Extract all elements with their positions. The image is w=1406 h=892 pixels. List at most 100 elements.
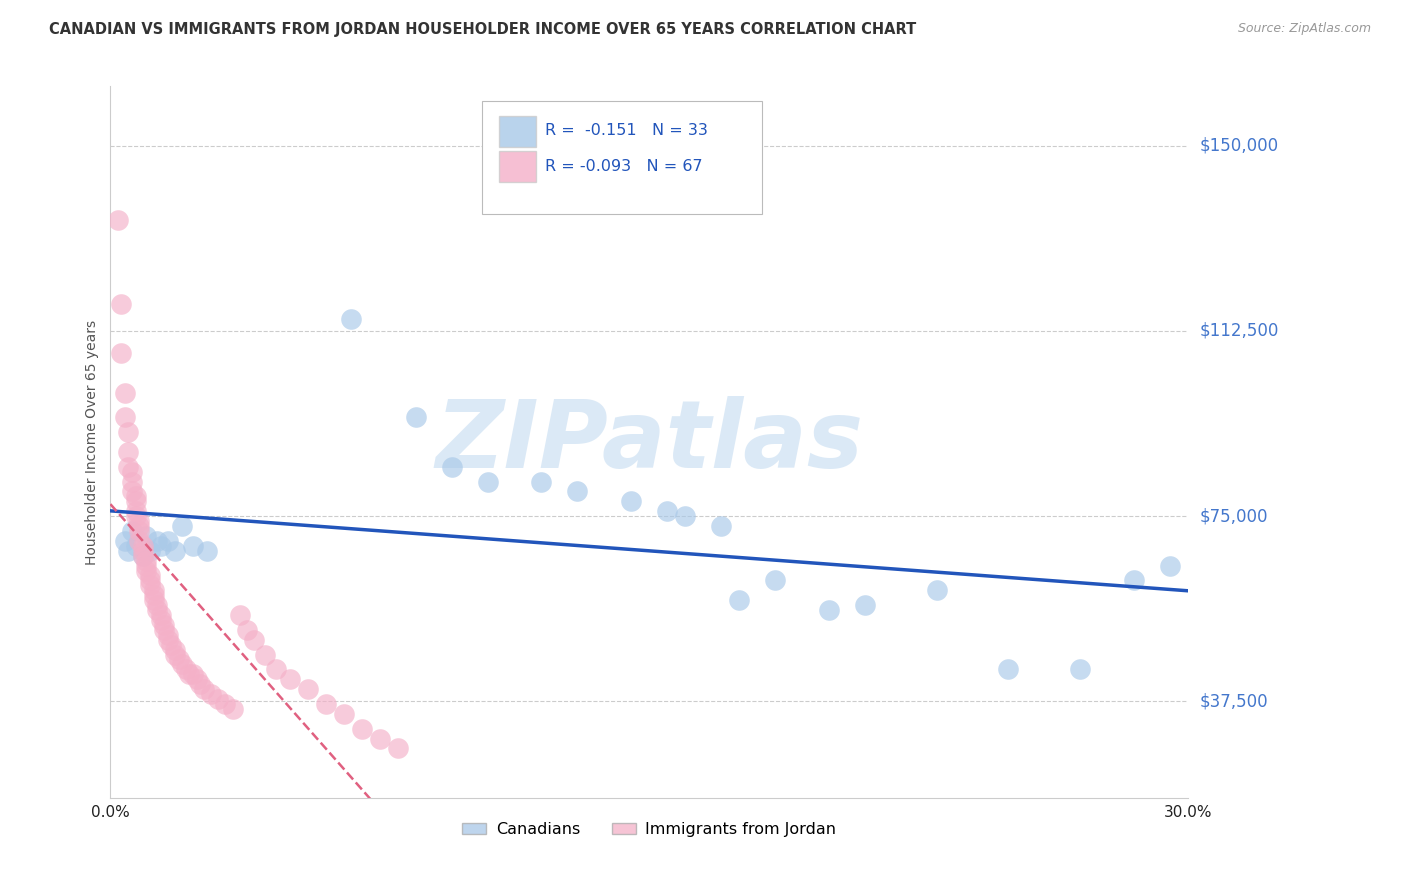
Point <box>207 692 229 706</box>
Point <box>117 459 139 474</box>
Point <box>1159 558 1181 573</box>
Point <box>114 533 136 548</box>
Point <box>197 543 219 558</box>
Point <box>128 533 150 548</box>
Point <box>124 539 146 553</box>
Point <box>146 603 169 617</box>
Point <box>114 410 136 425</box>
Point <box>146 533 169 548</box>
Point <box>172 519 194 533</box>
Point <box>132 543 155 558</box>
Text: $150,000: $150,000 <box>1199 136 1278 154</box>
Point <box>153 623 176 637</box>
Point <box>264 662 287 676</box>
Point <box>110 297 132 311</box>
Point <box>193 682 215 697</box>
Text: $37,500: $37,500 <box>1199 692 1268 710</box>
Legend: Canadians, Immigrants from Jordan: Canadians, Immigrants from Jordan <box>456 815 842 843</box>
Point <box>139 543 162 558</box>
Point <box>181 667 204 681</box>
Text: CANADIAN VS IMMIGRANTS FROM JORDAN HOUSEHOLDER INCOME OVER 65 YEARS CORRELATION : CANADIAN VS IMMIGRANTS FROM JORDAN HOUSE… <box>49 22 917 37</box>
Point <box>132 549 155 563</box>
Point <box>149 607 172 622</box>
Point <box>477 475 499 489</box>
Point <box>567 484 589 499</box>
Point <box>925 583 948 598</box>
Point <box>124 509 146 524</box>
Point <box>121 475 143 489</box>
Point <box>156 533 179 548</box>
Point <box>128 519 150 533</box>
Point <box>179 667 201 681</box>
Point <box>121 465 143 479</box>
Point <box>340 311 363 326</box>
Point <box>297 682 319 697</box>
Point <box>165 648 187 662</box>
Point <box>156 628 179 642</box>
Point <box>121 484 143 499</box>
FancyBboxPatch shape <box>482 101 762 214</box>
Point <box>368 731 391 746</box>
Point <box>117 425 139 440</box>
Point <box>114 385 136 400</box>
Point <box>124 490 146 504</box>
Text: $75,000: $75,000 <box>1199 508 1268 525</box>
Point <box>139 568 162 582</box>
Point <box>153 618 176 632</box>
Text: R = -0.093   N = 67: R = -0.093 N = 67 <box>544 160 703 174</box>
Point <box>160 638 183 652</box>
Point <box>135 529 157 543</box>
Point <box>128 524 150 538</box>
Point <box>620 494 643 508</box>
Point <box>387 741 409 756</box>
Point <box>253 648 276 662</box>
Point <box>278 672 301 686</box>
Text: R =  -0.151   N = 33: R = -0.151 N = 33 <box>544 123 707 138</box>
Point <box>135 564 157 578</box>
Point <box>165 642 187 657</box>
Point <box>181 539 204 553</box>
Point <box>132 539 155 553</box>
FancyBboxPatch shape <box>499 151 536 182</box>
Point <box>139 578 162 592</box>
Point <box>135 554 157 568</box>
Point <box>530 475 553 489</box>
Point <box>188 677 211 691</box>
Point <box>156 632 179 647</box>
Point <box>710 519 733 533</box>
Point <box>763 574 786 588</box>
Point <box>229 607 252 622</box>
Point <box>236 623 259 637</box>
Point <box>117 543 139 558</box>
Point <box>853 598 876 612</box>
Point <box>132 549 155 563</box>
Point <box>146 598 169 612</box>
Point <box>997 662 1019 676</box>
Point <box>149 539 172 553</box>
Point <box>728 593 751 607</box>
Point <box>817 603 839 617</box>
Point <box>186 672 208 686</box>
Point <box>142 593 165 607</box>
Point <box>440 459 463 474</box>
Y-axis label: Householder Income Over 65 years: Householder Income Over 65 years <box>86 319 100 565</box>
Point <box>243 632 266 647</box>
Point <box>128 514 150 528</box>
Point <box>142 583 165 598</box>
Point <box>214 697 236 711</box>
Point <box>221 702 243 716</box>
Point <box>1123 574 1146 588</box>
Point <box>142 588 165 602</box>
Point <box>110 346 132 360</box>
Point <box>135 558 157 573</box>
Point <box>139 574 162 588</box>
Point <box>673 509 696 524</box>
Point <box>350 722 373 736</box>
Text: ZIPatlas: ZIPatlas <box>436 396 863 488</box>
Point <box>165 543 187 558</box>
Point <box>405 410 427 425</box>
Point <box>117 445 139 459</box>
Point <box>149 613 172 627</box>
Point <box>167 652 190 666</box>
Point <box>124 504 146 518</box>
